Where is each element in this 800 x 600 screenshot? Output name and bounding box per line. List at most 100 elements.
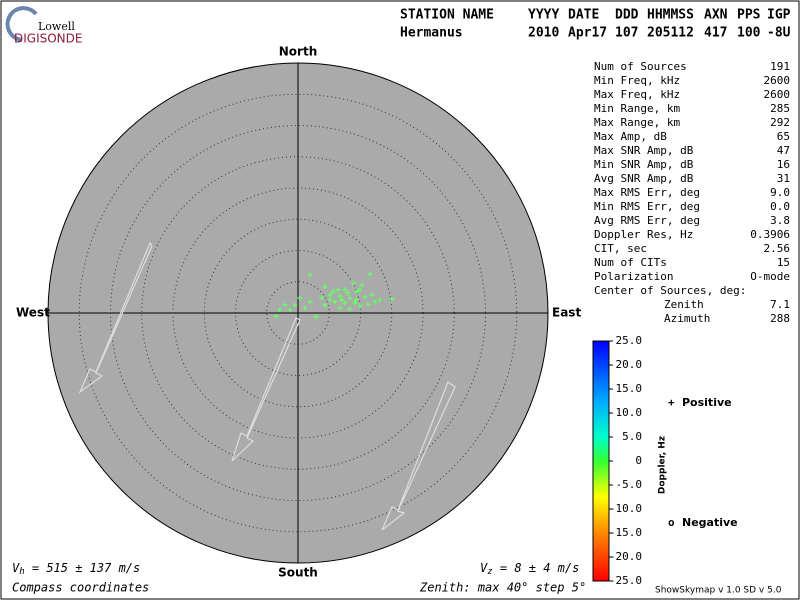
stat-value: 65 — [777, 130, 790, 143]
source-point — [335, 287, 341, 293]
colorbar-tick-label: 5.0 — [622, 430, 642, 443]
footer-right: ShowSkymap v 1.0 SD v 5.0 — [655, 586, 782, 596]
colorbar-tick-label: -15.0 — [609, 526, 642, 539]
source-point — [297, 295, 303, 301]
header-value: 100 — [737, 26, 761, 41]
source-point — [313, 314, 319, 320]
source-point — [345, 290, 351, 296]
source-point — [292, 302, 298, 308]
legend-symbol: o — [668, 516, 675, 529]
source-point — [362, 294, 368, 300]
stat-value: 0.3906 — [750, 228, 790, 241]
stat-label: Num of CITs — [594, 256, 667, 269]
source-point — [353, 297, 359, 303]
source-point — [367, 271, 373, 277]
source-point — [322, 302, 328, 308]
legend-label: Positive — [682, 396, 732, 409]
colorbar-tick-label: -10.0 — [609, 502, 642, 515]
velocity-vz: Vz = 8 ± 4 m/s — [480, 561, 579, 577]
stat-label: Min SNR Amp, dB — [594, 158, 694, 171]
arrow — [78, 241, 153, 394]
stat-value: O-mode — [750, 270, 790, 283]
source-point — [354, 289, 360, 295]
source-point — [327, 292, 333, 298]
source-point — [319, 295, 325, 301]
source-point — [337, 305, 343, 311]
stat-value: 2600 — [764, 74, 791, 87]
stat-label: Max Freq, kHz — [594, 88, 680, 101]
stat-value: 2.56 — [764, 242, 791, 255]
stat-value: 47 — [777, 144, 790, 157]
source-point — [377, 297, 383, 303]
stat-value: 0.0 — [770, 200, 790, 213]
header-column: AXN — [704, 8, 728, 23]
source-point — [337, 293, 343, 299]
header-column: DDD — [615, 8, 639, 23]
stat-value: 292 — [770, 116, 790, 129]
stat-label: Avg RMS Err, deg — [594, 214, 700, 227]
zenith-value: 7.1 — [770, 298, 790, 311]
logo-top: Lowell — [38, 20, 75, 33]
source-point — [282, 302, 288, 308]
stat-value: 31 — [777, 172, 790, 185]
header-value: -8U — [767, 26, 791, 41]
source-point — [357, 287, 363, 293]
drift-arrows — [78, 241, 456, 531]
colorbar-tick-label: 25.0 — [616, 334, 643, 347]
legend-label: Negative — [682, 516, 738, 529]
source-point — [277, 307, 283, 313]
colorbar — [592, 340, 610, 582]
stat-label: Max RMS Err, deg — [594, 186, 700, 199]
stat-value: 3.8 — [770, 214, 790, 227]
arrow — [381, 381, 456, 531]
stat-value: 285 — [770, 102, 790, 115]
azimuth-value: 288 — [770, 312, 790, 325]
source-point — [330, 289, 336, 295]
source-point — [357, 303, 363, 309]
colorbar-tick-label: 20.0 — [616, 358, 643, 371]
stat-value: 15 — [777, 256, 790, 269]
source-point — [332, 299, 338, 305]
stat-label: CIT, sec — [594, 242, 647, 255]
header-value: 205112 — [647, 26, 694, 41]
header-column: IGP — [767, 8, 791, 23]
direction-label: North — [279, 45, 317, 59]
header-value: Apr17 — [568, 26, 607, 41]
header-column: YYYY — [528, 8, 559, 23]
stat-value: 9.0 — [770, 186, 790, 199]
source-point — [307, 272, 313, 278]
direction-label: West — [16, 306, 50, 320]
source-point — [350, 280, 356, 286]
header-column: STATION NAME — [400, 8, 494, 23]
header-value: 107 — [615, 26, 638, 41]
source-point — [347, 295, 353, 301]
stat-value: 16 — [777, 158, 790, 171]
colorbar-tick-label: 0 — [635, 454, 642, 467]
plot — [47, 62, 549, 564]
footer-middle: Zenith: max 40° step 5° — [419, 581, 586, 595]
source-point — [352, 300, 358, 306]
stat-label: Max Amp, dB — [594, 130, 667, 143]
stat-label: Max SNR Amp, dB — [594, 144, 694, 157]
direction-label: East — [552, 306, 581, 320]
legend-symbol: + — [668, 396, 675, 409]
logo-bottom: DIGISONDE — [14, 32, 82, 46]
colorbar-tick-label: 10.0 — [616, 406, 643, 419]
stat-label: Min RMS Err, deg — [594, 200, 700, 213]
stat-label: Min Freq, kHz — [594, 74, 680, 87]
source-point — [307, 299, 313, 305]
stat-label: Num of Sources — [594, 60, 687, 73]
colorbar-label: Doppler, Hz — [658, 436, 668, 494]
header-value: 2010 — [528, 26, 559, 41]
direction-label: South — [278, 566, 318, 580]
source-point — [273, 313, 279, 319]
header-value: 417 — [704, 26, 727, 41]
source-point — [359, 282, 365, 288]
header-value: Hermanus — [400, 26, 463, 41]
header-column: HHMMSS — [647, 8, 694, 23]
source-point — [389, 296, 395, 302]
stat-label: Avg SNR Amp, dB — [594, 172, 694, 185]
stat-value: 2600 — [764, 88, 791, 101]
